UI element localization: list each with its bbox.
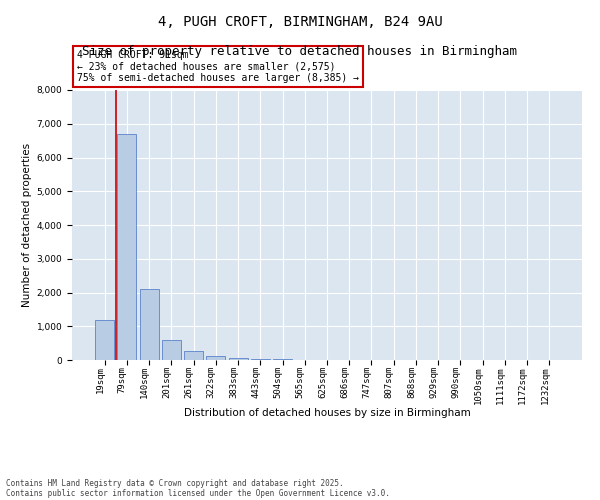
Bar xyxy=(118,134,136,360)
Bar xyxy=(251,359,270,360)
Text: Size of property relative to detached houses in Birmingham: Size of property relative to detached ho… xyxy=(83,45,517,58)
Text: Contains HM Land Registry data © Crown copyright and database right 2025.: Contains HM Land Registry data © Crown c… xyxy=(6,478,344,488)
Text: 4 PUGH CROFT: 91sqm
← 23% of detached houses are smaller (2,575)
75% of semi-det: 4 PUGH CROFT: 91sqm ← 23% of detached ho… xyxy=(77,50,359,82)
Bar xyxy=(95,320,114,360)
Bar xyxy=(184,351,203,360)
Bar xyxy=(140,289,158,360)
Bar xyxy=(229,358,248,360)
Text: Contains public sector information licensed under the Open Government Licence v3: Contains public sector information licen… xyxy=(6,488,390,498)
Bar xyxy=(206,356,225,360)
Y-axis label: Number of detached properties: Number of detached properties xyxy=(22,143,32,307)
Text: 4, PUGH CROFT, BIRMINGHAM, B24 9AU: 4, PUGH CROFT, BIRMINGHAM, B24 9AU xyxy=(158,15,442,29)
Bar xyxy=(162,340,181,360)
X-axis label: Distribution of detached houses by size in Birmingham: Distribution of detached houses by size … xyxy=(184,408,470,418)
